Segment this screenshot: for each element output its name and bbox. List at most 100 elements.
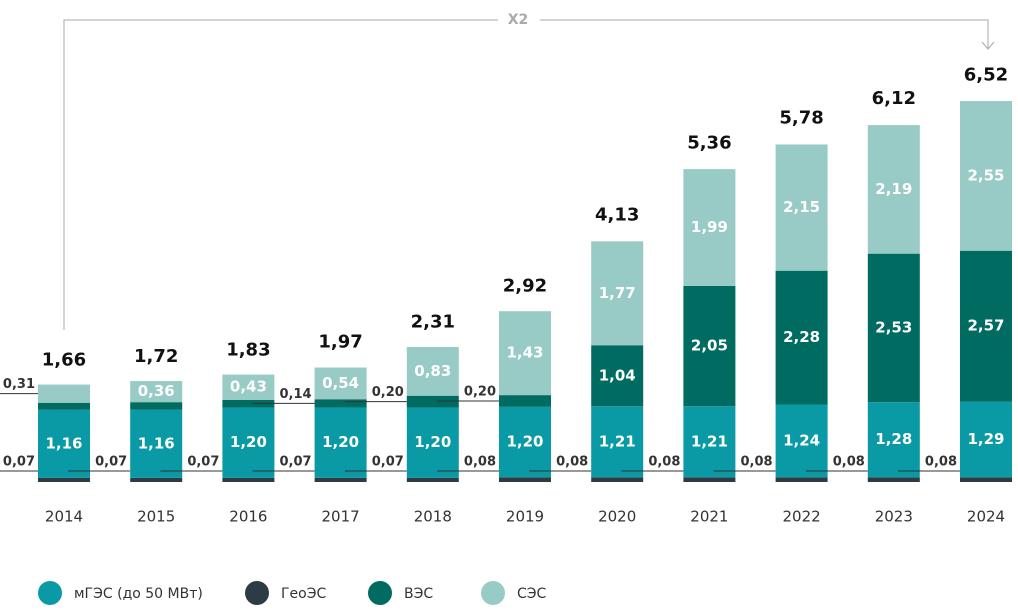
total-label: 1,83 — [226, 340, 270, 361]
segment-label: 0,08 — [741, 455, 773, 470]
bar-segment — [222, 407, 275, 478]
legend-label: ВЭС — [404, 586, 433, 602]
bracket-right — [540, 19, 989, 48]
bar-segment — [867, 402, 920, 478]
bar-segment — [683, 285, 736, 407]
segment-label: 2,19 — [875, 180, 912, 198]
total-label: 2,92 — [503, 276, 547, 297]
segment-label: 0,08 — [648, 455, 680, 470]
bar-segment — [38, 384, 90, 403]
total-label: 6,52 — [964, 64, 1008, 85]
segment-label: 0,83 — [414, 362, 451, 380]
bar-segment — [775, 404, 828, 478]
bar-segment — [683, 406, 736, 478]
bar-segment — [499, 477, 551, 482]
bar-segment — [775, 270, 828, 405]
segment-label: 0,07 — [95, 455, 127, 470]
segment-label: 0,08 — [556, 455, 588, 470]
legend-marker — [368, 581, 392, 605]
bar-segment — [591, 241, 644, 346]
segment-label: 1,29 — [967, 430, 1004, 448]
total-label: 5,36 — [687, 132, 731, 153]
segment-label: 0,08 — [464, 455, 496, 470]
legend-marker — [481, 581, 505, 605]
segment-label: 1,16 — [138, 434, 175, 452]
bar-segment — [960, 250, 1012, 402]
bar-segment — [314, 407, 367, 478]
segment-label: 2,55 — [967, 166, 1004, 184]
segment-label: 1,24 — [783, 431, 820, 449]
bar-segment — [130, 402, 183, 410]
segment-label: 2,57 — [967, 317, 1004, 335]
bar-segment — [406, 346, 459, 396]
segment-label: 1,99 — [691, 218, 728, 236]
bar-segment — [499, 311, 551, 396]
bar-segment — [130, 381, 183, 403]
segment-label: 2,15 — [783, 198, 820, 216]
bar-segment — [499, 395, 551, 407]
segment-label: 2,05 — [691, 337, 728, 355]
segment-label: 1,77 — [599, 284, 636, 302]
segment-label: 1,16 — [45, 434, 82, 452]
annotation: X2 — [508, 12, 529, 28]
segment-label: 0,07 — [280, 455, 312, 470]
legend-label: СЭС — [517, 586, 547, 602]
x-tick-label: 2015 — [137, 508, 175, 526]
segment-label: 2,28 — [783, 328, 820, 346]
segment-label: 0,20 — [464, 384, 496, 399]
x-tick-label: 2019 — [506, 508, 544, 526]
segment-label: 1,21 — [691, 432, 728, 450]
legend-marker — [38, 581, 62, 605]
segment-label: 1,20 — [414, 433, 451, 451]
bar-segment — [38, 477, 90, 482]
bar-segment — [38, 402, 90, 410]
bar-segment — [867, 253, 920, 403]
bar-segment — [406, 395, 459, 408]
x-tick-label: 2023 — [875, 508, 913, 526]
segment-label: 0,07 — [372, 455, 404, 470]
bar-segment — [38, 409, 90, 478]
bar-segment — [499, 406, 551, 478]
segment-label: 0,31 — [3, 377, 35, 392]
bar-segment — [867, 477, 920, 482]
x-tick-label: 2020 — [598, 508, 636, 526]
legend-marker — [245, 581, 269, 605]
bar-segment — [314, 477, 367, 482]
total-label: 4,13 — [595, 205, 639, 226]
total-label: 6,12 — [872, 88, 916, 109]
x-tick-label: 2014 — [45, 508, 83, 526]
bar-segment — [683, 477, 736, 482]
bar-segment — [406, 407, 459, 478]
segment-label: 1,43 — [506, 344, 543, 362]
x-tick-label: 2017 — [322, 508, 360, 526]
segment-label: 0,07 — [3, 455, 35, 470]
bar-segment — [314, 367, 367, 400]
segment-label: 2,53 — [875, 318, 912, 336]
x-tick-label: 2024 — [967, 508, 1005, 526]
segment-label: 0,36 — [138, 382, 175, 400]
bar-segment — [406, 477, 459, 482]
total-label: 1,97 — [318, 331, 362, 352]
legend-label: мГЭС (до 50 МВт) — [74, 586, 203, 602]
bar-segment — [775, 477, 828, 482]
segment-label: 1,28 — [875, 430, 912, 448]
total-label: 5,78 — [779, 108, 823, 129]
total-label: 1,66 — [42, 350, 86, 371]
segment-label: 0,43 — [230, 378, 267, 396]
bar-segment — [591, 477, 644, 482]
segment-label: 0,20 — [372, 385, 404, 400]
bracket-left — [63, 19, 498, 330]
bar-segment — [591, 345, 644, 407]
bar-segment — [867, 125, 920, 254]
segment-label: 0,54 — [322, 374, 359, 392]
bracket-arrow — [981, 41, 995, 50]
legend-label: ГеоЭС — [281, 586, 326, 602]
segment-label: 0,08 — [925, 455, 957, 470]
total-label: 1,72 — [134, 346, 178, 367]
x-tick-label: 2021 — [690, 508, 728, 526]
bar-segment — [960, 477, 1012, 482]
bar-segment — [222, 477, 275, 482]
segment-label: 0,07 — [187, 455, 219, 470]
x-tick-label: 2022 — [783, 508, 821, 526]
